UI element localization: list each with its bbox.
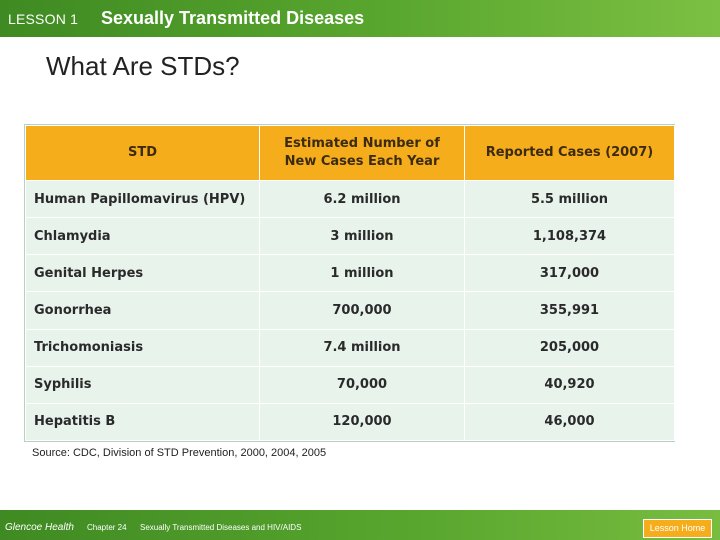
- table-row: Hepatitis B 120,000 46,000: [25, 402, 675, 442]
- new-cases-cell: 3 million: [259, 217, 465, 256]
- column-header-std: STD: [25, 125, 260, 181]
- reported-cases-cell: 5.5 million: [464, 179, 675, 219]
- new-cases-cell: 700,000: [259, 291, 465, 330]
- lesson-home-button[interactable]: Lesson Home: [643, 519, 712, 538]
- std-name-cell: Syphilis: [25, 365, 260, 404]
- column-header-new-cases: Estimated Number of New Cases Each Year: [259, 125, 465, 181]
- new-cases-cell: 6.2 million: [259, 179, 465, 219]
- header-bar: LESSON 1 Sexually Transmitted Diseases: [0, 0, 720, 37]
- std-name-cell: Hepatitis B: [25, 402, 260, 442]
- brand-label: Glencoe Health: [5, 522, 74, 533]
- reported-cases-cell: 205,000: [464, 328, 675, 367]
- table-row: Gonorrhea 700,000 355,991: [25, 291, 675, 330]
- std-name-cell: Chlamydia: [25, 217, 260, 256]
- table-header-row: STD Estimated Number of New Cases Each Y…: [25, 125, 675, 181]
- slide-title: What Are STDs?: [46, 51, 240, 81]
- new-cases-cell: 120,000: [259, 402, 465, 442]
- source-note: Source: CDC, Division of STD Prevention,…: [32, 447, 327, 459]
- table-row: Syphilis 70,000 40,920: [25, 365, 675, 404]
- new-cases-cell: 70,000: [259, 365, 465, 404]
- std-name-cell: Genital Herpes: [25, 254, 260, 293]
- std-table-frame: STD Estimated Number of New Cases Each Y…: [24, 124, 675, 442]
- std-table: STD Estimated Number of New Cases Each Y…: [25, 125, 675, 442]
- column-header-reported-cases: Reported Cases (2007): [464, 125, 675, 181]
- table-row: Chlamydia 3 million 1,108,374: [25, 217, 675, 256]
- std-name-cell: Human Papillomavirus (HPV): [25, 179, 260, 219]
- std-name-cell: Trichomoniasis: [25, 328, 260, 367]
- lesson-label: LESSON 1: [8, 11, 79, 27]
- reported-cases-cell: 1,108,374: [464, 217, 675, 256]
- reported-cases-cell: 317,000: [464, 254, 675, 293]
- lesson-title: Sexually Transmitted Diseases: [101, 8, 365, 28]
- std-name-cell: Gonorrhea: [25, 291, 260, 330]
- table-row: Trichomoniasis 7.4 million 205,000: [25, 328, 675, 367]
- table-row: Genital Herpes 1 million 317,000: [25, 254, 675, 293]
- reported-cases-cell: 46,000: [464, 402, 675, 442]
- new-cases-cell: 1 million: [259, 254, 465, 293]
- chapter-title: Sexually Transmitted Diseases and HIV/AI…: [140, 523, 302, 532]
- footer-bar: Glencoe Health Chapter 24 Sexually Trans…: [0, 510, 720, 540]
- reported-cases-cell: 355,991: [464, 291, 675, 330]
- chapter-label: Chapter 24: [87, 523, 127, 532]
- table-row: Human Papillomavirus (HPV) 6.2 million 5…: [25, 179, 675, 219]
- new-cases-cell: 7.4 million: [259, 328, 465, 367]
- reported-cases-cell: 40,920: [464, 365, 675, 404]
